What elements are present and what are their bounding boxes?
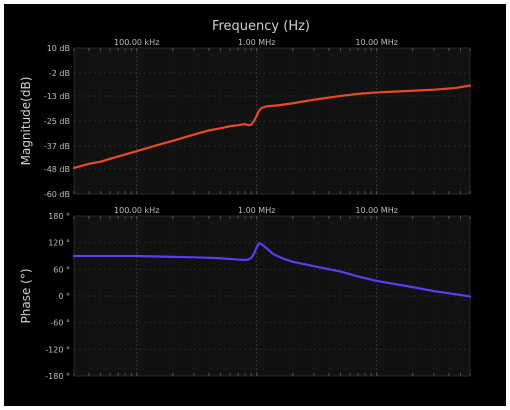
phase-y-tick-label: 120 °: [48, 239, 70, 248]
magnitude-axis-title: Magnitude(dB): [19, 77, 33, 166]
magnitude-y-tick-label: -2 dB: [49, 69, 70, 78]
phase-x-tick-label: 100.00 kHz: [114, 206, 159, 215]
magnitude-y-tick-label: -25 dB: [44, 117, 70, 126]
magnitude-y-tick-label: -60 dB: [44, 190, 70, 199]
phase-y-tick-label: -180 °: [45, 372, 70, 381]
phase-panel: 180 ° 120 ° 60 ° 0 ° -60 ° -120 ° -180 ° 100.00…: [19, 206, 472, 381]
phase-axis-title: Phase (°): [19, 268, 33, 323]
magnitude-y-tick-label: -48 dB: [44, 165, 70, 174]
phase-y-tick-label: -60 °: [50, 319, 70, 328]
magnitude-x-tick-label: 10.00 MHz: [355, 38, 398, 47]
phase-x-tick-label: 1.00 MHz: [238, 206, 275, 215]
bode-plot-window: Frequency (Hz) 10 dB -2 dB -13 dB -25 dB -37…: [4, 4, 506, 406]
magnitude-y-tick-label: -37 dB: [44, 142, 70, 151]
phase-series-line: [72, 242, 472, 298]
phase-y-tick-label: 180 °: [48, 212, 70, 221]
phase-y-tick-label: 60 °: [53, 265, 70, 274]
phase-y-tick-label: -120 °: [45, 345, 70, 354]
magnitude-x-tick-label: 100.00 kHz: [114, 38, 159, 47]
bode-plot: Frequency (Hz) 10 dB -2 dB -13 dB -25 dB -37…: [19, 19, 472, 381]
magnitude-panel: 10 dB -2 dB -13 dB -25 dB -37 dB -48 dB -60 dB…: [19, 38, 472, 199]
phase-x-tick-label: 10.00 MHz: [355, 206, 398, 215]
magnitude-y-tick-label: 10 dB: [47, 44, 70, 53]
chart-title: Frequency (Hz): [212, 19, 310, 34]
magnitude-y-tick-label: -13 dB: [44, 92, 70, 101]
phase-y-tick-label: 0 °: [58, 292, 70, 301]
magnitude-series-line: [72, 84, 472, 170]
magnitude-x-tick-label: 1.00 MHz: [238, 38, 275, 47]
